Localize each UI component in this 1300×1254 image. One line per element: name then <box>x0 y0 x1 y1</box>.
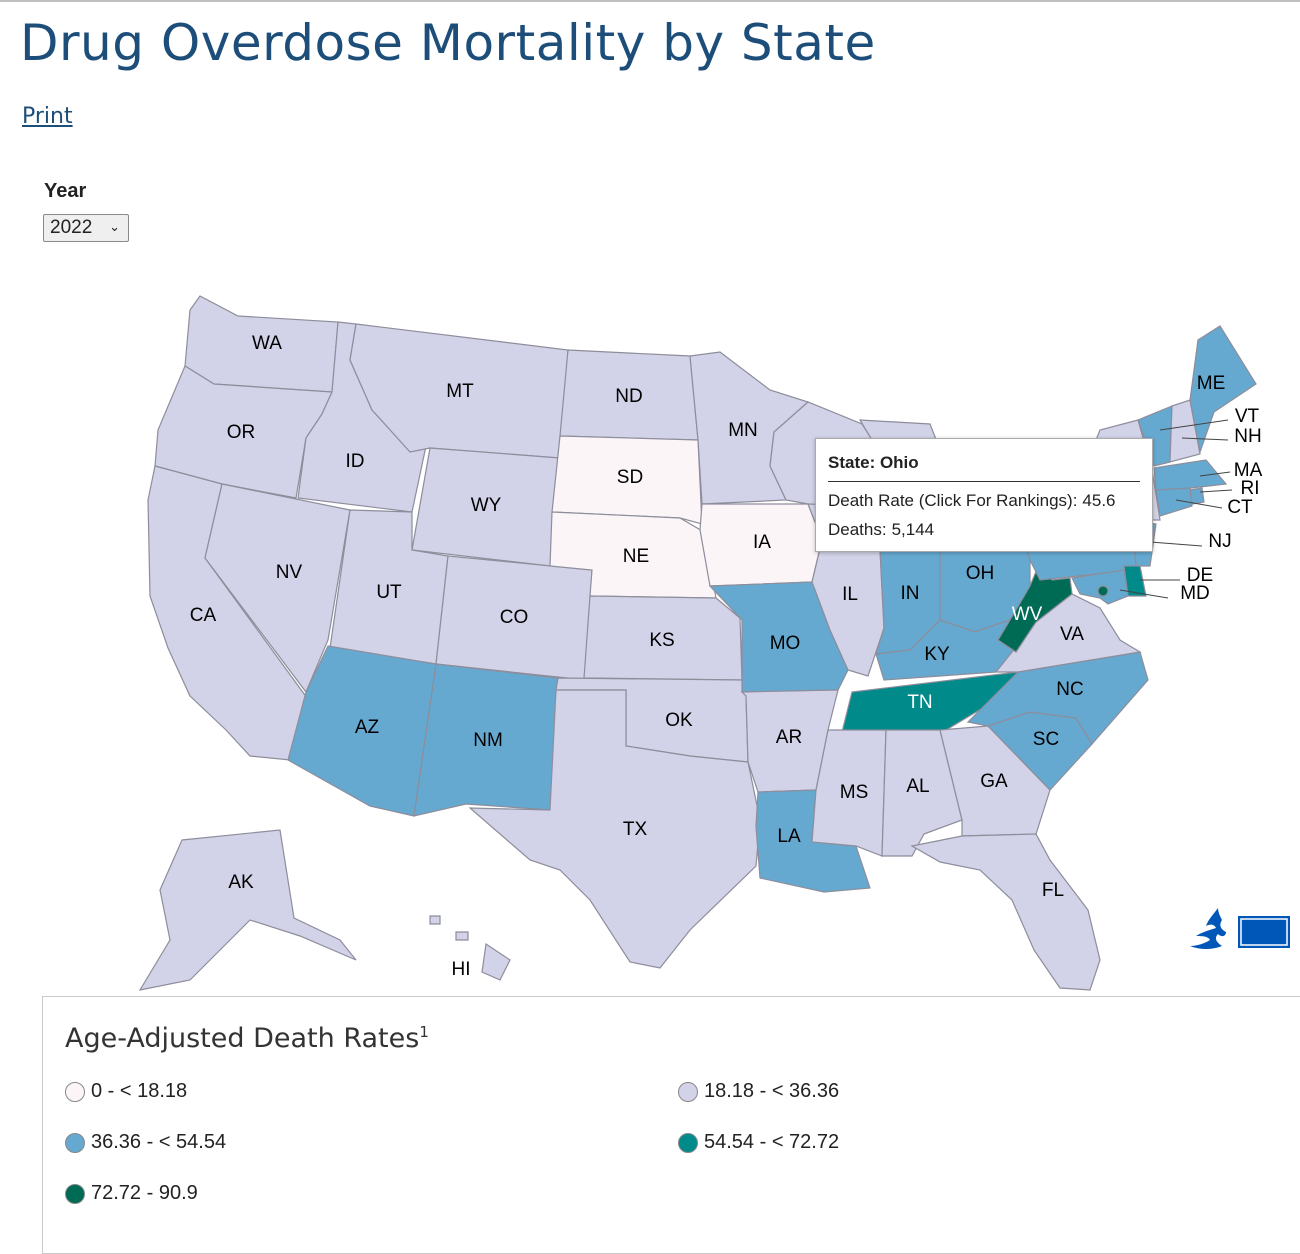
tooltip-rate-value: 45.6 <box>1082 491 1116 510</box>
state-label-oh: OH <box>966 563 995 584</box>
state-sd[interactable] <box>551 435 703 525</box>
state-me[interactable] <box>1189 325 1257 455</box>
state-label-ks: KS <box>649 630 674 651</box>
state-fl[interactable] <box>910 833 1101 991</box>
state-label-nh: NH <box>1234 426 1261 447</box>
state-nm[interactable] <box>413 663 559 817</box>
year-select[interactable]: 2022 ⌄ <box>43 214 129 242</box>
state-label-ut: UT <box>376 582 402 603</box>
state-label-ct: CT <box>1227 497 1253 518</box>
state-nv[interactable] <box>204 483 351 694</box>
legend-label: 54.54 - < 72.72 <box>704 1131 840 1153</box>
state-label-ri: RI <box>1241 478 1260 499</box>
legend-item-bin2[interactable]: 18.18 - < 36.36 <box>678 1080 839 1103</box>
state-label-wa: WA <box>252 333 282 354</box>
legend-swatch <box>678 1132 698 1153</box>
tooltip-rate-row[interactable]: Death Rate (Click For Rankings): 45.6 <box>828 491 1140 511</box>
legend-label: 18.18 - < 36.36 <box>704 1080 840 1102</box>
state-label-nj: NJ <box>1208 531 1231 552</box>
legend-item-bin1[interactable]: 0 - < 18.18 <box>65 1080 187 1103</box>
legend-footnote: 1 <box>419 1023 429 1041</box>
legend-panel: Age-Adjusted Death Rates1 0 - < 18.18 18… <box>42 996 1300 1254</box>
state-label-tx: TX <box>623 819 648 840</box>
state-label-ne: NE <box>623 546 649 567</box>
state-label-de: DE <box>1187 565 1213 586</box>
state-ct[interactable] <box>1155 487 1193 517</box>
state-dc[interactable] <box>1097 585 1109 597</box>
legend-label: 0 - < 18.18 <box>91 1080 188 1102</box>
legend-item-bin4[interactable]: 54.54 - < 72.72 <box>678 1131 839 1154</box>
state-or[interactable] <box>154 365 333 499</box>
state-ak[interactable] <box>138 829 357 991</box>
state-label-me: ME <box>1197 373 1226 394</box>
state-label-vt: VT <box>1235 406 1260 427</box>
tooltip-deaths-label: Deaths: <box>828 520 887 539</box>
chevron-down-icon: ⌄ <box>109 219 120 234</box>
legend-swatch <box>65 1132 85 1153</box>
state-label-nm: NM <box>473 730 503 751</box>
state-label-wy: WY <box>471 495 502 516</box>
tooltip-title: State: Ohio <box>828 453 1140 482</box>
state-label-hi: HI <box>452 959 471 980</box>
legend-item-bin5[interactable]: 72.72 - 90.9 <box>65 1182 198 1205</box>
state-label-or: OR <box>227 422 256 443</box>
top-divider <box>0 0 1300 2</box>
state-label-ar: AR <box>776 727 802 748</box>
state-label-ok: OK <box>665 710 693 731</box>
state-label-co: CO <box>500 607 529 628</box>
legend-swatch <box>678 1081 698 1102</box>
state-tx[interactable] <box>468 689 761 969</box>
state-label-la: LA <box>777 826 801 847</box>
legend-label: 36.36 - < 54.54 <box>91 1131 227 1153</box>
state-ks[interactable] <box>583 595 743 681</box>
state-label-wv: WV <box>1012 604 1043 625</box>
state-label-mt: MT <box>446 381 474 402</box>
legend-swatch <box>65 1081 85 1102</box>
state-label-id: ID <box>346 451 365 472</box>
state-tooltip: State: Ohio Death Rate (Click For Rankin… <box>815 438 1153 552</box>
legend-item-bin3[interactable]: 36.36 - < 54.54 <box>65 1131 226 1154</box>
year-label: Year <box>44 180 87 202</box>
tooltip-deaths-value: 5,144 <box>891 520 935 539</box>
tooltip-rate-label: Death Rate (Click For Rankings): <box>828 491 1078 510</box>
state-label-al: AL <box>906 776 929 797</box>
state-tn[interactable] <box>841 671 1020 733</box>
legend-title-text: Age-Adjusted Death Rates <box>65 1023 420 1054</box>
state-label-sc: SC <box>1033 729 1059 750</box>
state-labels: WA OR CA ID NV MT WY UT AZ CO NM ND SD N… <box>190 333 1263 980</box>
state-label-mn: MN <box>728 420 758 441</box>
state-label-az: AZ <box>355 717 380 738</box>
state-label-mo: MO <box>770 633 801 654</box>
state-label-ga: GA <box>980 771 1008 792</box>
state-wv[interactable] <box>997 560 1073 653</box>
state-hi[interactable] <box>429 915 511 981</box>
state-ma[interactable] <box>1153 459 1228 493</box>
page-title: Drug Overdose Mortality by State <box>20 14 876 72</box>
year-select-value: 2022 <box>50 217 93 238</box>
state-label-va: VA <box>1060 624 1084 645</box>
state-label-ia: IA <box>753 532 771 553</box>
state-label-sd: SD <box>617 467 643 488</box>
state-label-ma: MA <box>1234 460 1263 481</box>
state-label-fl: FL <box>1042 880 1064 901</box>
tooltip-deaths-row: Deaths: 5,144 <box>828 520 1140 540</box>
state-label-nc: NC <box>1056 679 1083 700</box>
cdc-logo-icon <box>1190 908 1290 949</box>
legend-swatch <box>65 1183 85 1204</box>
state-label-in: IN <box>901 583 920 604</box>
state-label-nd: ND <box>615 386 642 407</box>
state-label-ak: AK <box>228 872 254 893</box>
legend-label: 72.72 - 90.9 <box>91 1182 198 1204</box>
state-label-tn: TN <box>907 692 932 713</box>
us-choropleth-map: WA OR CA ID NV MT WY UT AZ CO NM ND SD N… <box>138 295 1263 991</box>
print-link[interactable]: Print <box>22 104 73 129</box>
state-label-md: MD <box>1180 583 1210 604</box>
state-label-il: IL <box>842 584 858 605</box>
state-label-ms: MS <box>840 782 869 803</box>
legend-title: Age-Adjusted Death Rates1 <box>65 1023 429 1054</box>
state-label-nv: NV <box>276 562 303 583</box>
state-label-ca: CA <box>190 605 217 626</box>
state-label-ky: KY <box>924 644 950 665</box>
